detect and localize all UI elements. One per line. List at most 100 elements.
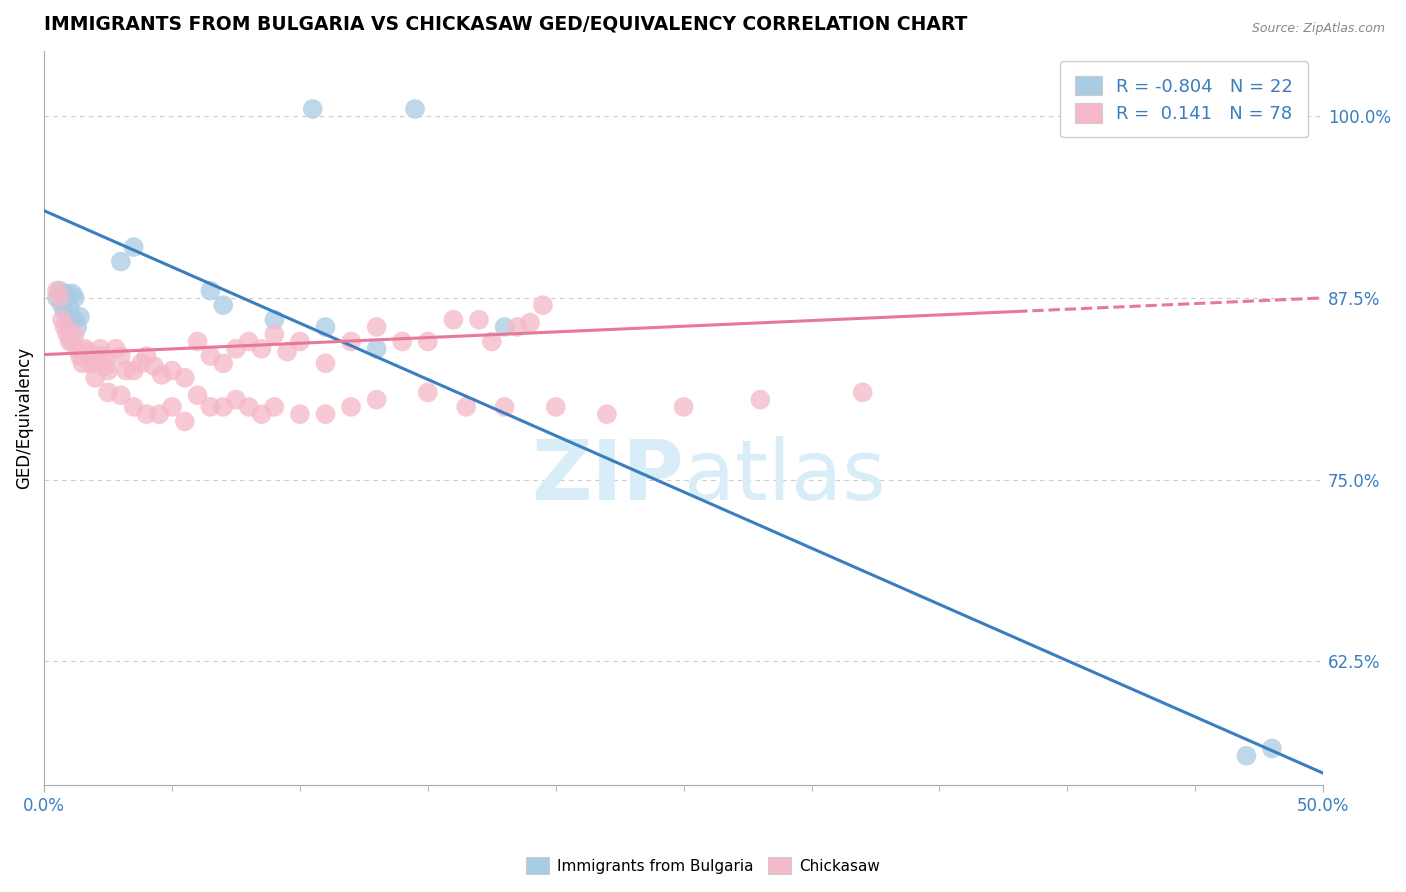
Point [672,400,695,414]
Point [73,342,96,356]
Point [115,363,138,377]
Point [60,334,83,349]
Point [288,334,311,349]
Point [481,334,503,349]
Point [89,342,111,356]
Point [366,342,388,356]
Text: Source: ZipAtlas.com: Source: ZipAtlas.com [1251,22,1385,36]
Point [238,334,260,349]
Point [340,334,363,349]
Point [366,320,388,334]
Legend: R = -0.804   N = 22, R =  0.141   N = 78: R = -0.804 N = 22, R = 0.141 N = 78 [1060,62,1308,137]
Point [60,286,83,301]
Point [250,407,273,421]
Point [45,291,67,305]
Point [263,400,285,414]
Point [45,284,67,298]
Point [59,310,82,324]
Point [48,284,70,298]
Point [212,356,235,370]
Point [69,349,91,363]
Point [56,286,79,301]
Point [187,334,209,349]
Point [122,240,145,254]
Point [263,327,285,342]
Point [59,334,82,349]
Point [416,334,439,349]
Point [212,298,235,312]
Point [315,356,337,370]
Point [131,356,153,370]
Point [110,388,132,402]
Point [596,407,619,421]
Point [1234,102,1257,116]
Point [276,344,298,359]
Point [506,320,529,334]
Point [135,349,157,363]
Text: atlas: atlas [683,436,886,517]
Point [187,388,209,402]
Point [494,400,516,414]
Point [456,400,478,414]
Point [250,342,273,356]
Point [225,342,247,356]
Point [1261,741,1284,756]
Point [97,363,120,377]
Point [225,392,247,407]
Point [48,291,70,305]
Point [160,363,183,377]
Point [1234,748,1257,763]
Point [150,368,173,382]
Point [544,400,567,414]
Point [160,400,183,414]
Point [441,312,464,326]
Point [94,359,117,374]
Point [51,312,73,326]
Point [200,400,222,414]
Point [51,298,73,312]
Point [122,363,145,377]
Point [494,320,516,334]
Point [263,312,285,326]
Point [366,392,388,407]
Y-axis label: GED/Equivalency: GED/Equivalency [15,347,32,489]
Point [315,320,337,334]
Point [104,342,127,356]
Point [200,349,222,363]
Point [135,407,157,421]
Point [852,385,875,400]
Point [91,349,114,363]
Point [63,327,86,342]
Point [143,359,166,374]
Point [87,349,110,363]
Point [404,102,426,116]
Point [84,356,107,370]
Point [238,400,260,414]
Point [84,371,107,385]
Point [519,316,541,330]
Point [56,327,79,342]
Point [391,334,413,349]
Point [53,320,76,334]
Point [63,312,86,326]
Point [82,349,104,363]
Point [110,254,132,268]
Point [212,400,235,414]
Point [749,392,772,407]
Point [148,407,170,421]
Text: ZIP: ZIP [531,436,683,517]
Point [531,298,554,312]
Point [66,320,89,334]
Point [173,414,195,428]
Point [173,371,195,385]
Text: IMMIGRANTS FROM BULGARIA VS CHICKASAW GED/EQUIVALENCY CORRELATION CHART: IMMIGRANTS FROM BULGARIA VS CHICKASAW GE… [44,15,967,34]
Point [97,385,120,400]
Point [63,291,86,305]
Point [416,385,439,400]
Point [59,301,82,315]
Point [66,342,89,356]
Point [69,310,91,324]
Point [288,407,311,421]
Point [72,356,94,370]
Point [200,284,222,298]
